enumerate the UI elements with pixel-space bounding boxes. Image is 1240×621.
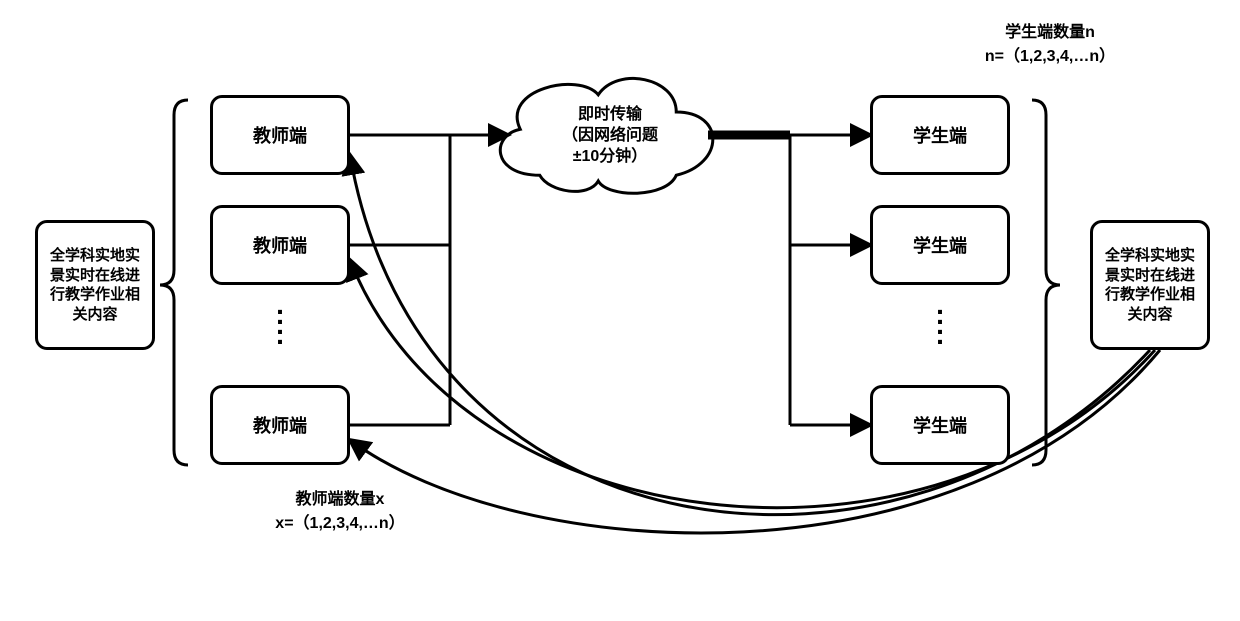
teacher-count-line2: x=（1,2,3,4,…n）	[230, 509, 450, 533]
student-node-label: 学生端	[913, 122, 967, 148]
student-node-n: 学生端	[870, 385, 1010, 465]
student-node-label: 学生端	[913, 412, 967, 438]
student-count-annotation: 学生端数量n n=（1,2,3,4,…n）	[940, 18, 1160, 66]
diagram-lines	[0, 0, 1240, 621]
teacher-vdots: ....	[270, 300, 290, 340]
cloud-label: 即时传输 （因网络问题 ±10分钟）	[530, 105, 690, 167]
teacher-count-annotation: 教师端数量x x=（1,2,3,4,…n）	[230, 485, 450, 533]
cloud-line2: （因网络问题	[530, 126, 690, 147]
teacher-count-line1: 教师端数量x	[230, 485, 450, 509]
teacher-node-1: 教师端	[210, 95, 350, 175]
student-node-1: 学生端	[870, 95, 1010, 175]
student-count-line2: n=（1,2,3,4,…n）	[940, 42, 1160, 66]
teacher-node-n: 教师端	[210, 385, 350, 465]
right-description-text: 全学科实地实景实时在线进行教学作业相关内容	[1099, 246, 1201, 324]
left-description-text: 全学科实地实景实时在线进行教学作业相关内容	[44, 246, 146, 324]
cloud-line1: 即时传输	[530, 105, 690, 126]
teacher-node-label: 教师端	[253, 232, 307, 258]
right-description-box: 全学科实地实景实时在线进行教学作业相关内容	[1090, 220, 1210, 350]
cloud-line3: ±10分钟）	[530, 147, 690, 168]
left-description-box: 全学科实地实景实时在线进行教学作业相关内容	[35, 220, 155, 350]
student-node-label: 学生端	[913, 232, 967, 258]
teacher-node-label: 教师端	[253, 122, 307, 148]
student-count-line1: 学生端数量n	[940, 18, 1160, 42]
student-node-2: 学生端	[870, 205, 1010, 285]
teacher-node-label: 教师端	[253, 412, 307, 438]
student-vdots: ....	[930, 300, 950, 340]
teacher-node-2: 教师端	[210, 205, 350, 285]
